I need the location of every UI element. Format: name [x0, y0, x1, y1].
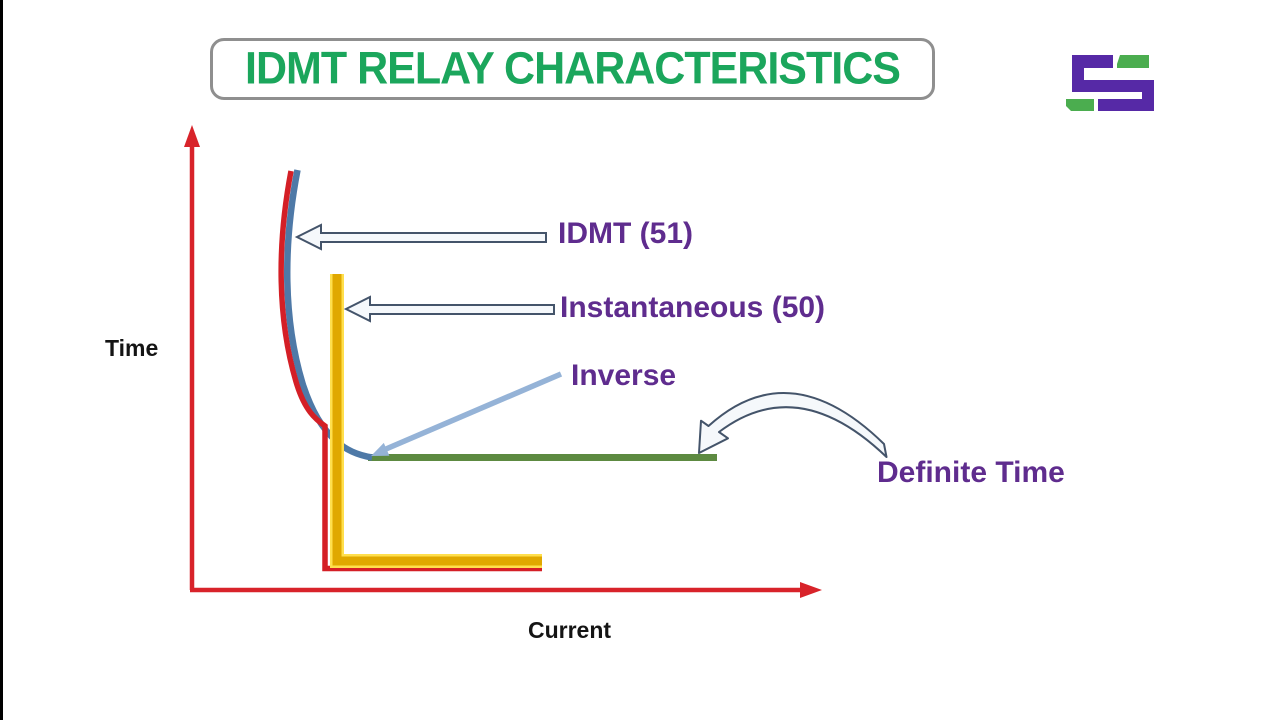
y-axis-arrowhead-icon: [184, 125, 200, 147]
instantaneous-label: Instantaneous (50): [560, 291, 826, 324]
x-axis-arrowhead-icon: [800, 582, 822, 598]
y-axis-label: Time: [105, 335, 159, 361]
left-edge-strip: [0, 0, 3, 720]
inverse-pointer-arrowhead-icon: [371, 442, 390, 456]
inverse-curve: [283, 169, 373, 461]
logo-s-purple-shape: [1072, 55, 1154, 111]
definite-time-curved-arrow-icon: [698, 392, 888, 458]
inverse-label: Inverse: [571, 359, 677, 392]
instantaneous-curve: [332, 274, 542, 566]
idmt-label: IDMT (51): [558, 217, 693, 250]
title-box: IDMT RELAY CHARACTERISTICS: [210, 38, 935, 100]
logo-accent-bottom-green: [1066, 99, 1094, 111]
definite-time-label: Definite Time: [877, 456, 1065, 489]
logo-accent-top-green: [1117, 55, 1149, 68]
page-title: IDMT RELAY CHARACTERISTICS: [245, 43, 901, 94]
inverse-pointer-line: [384, 371, 563, 452]
brand-logo-icon: [1066, 55, 1154, 111]
x-axis-label: Current: [528, 617, 612, 643]
idmt-callout-arrow-icon: [294, 223, 547, 251]
instantaneous-callout-arrow-icon: [343, 295, 555, 323]
idmt-curve: [278, 170, 542, 572]
